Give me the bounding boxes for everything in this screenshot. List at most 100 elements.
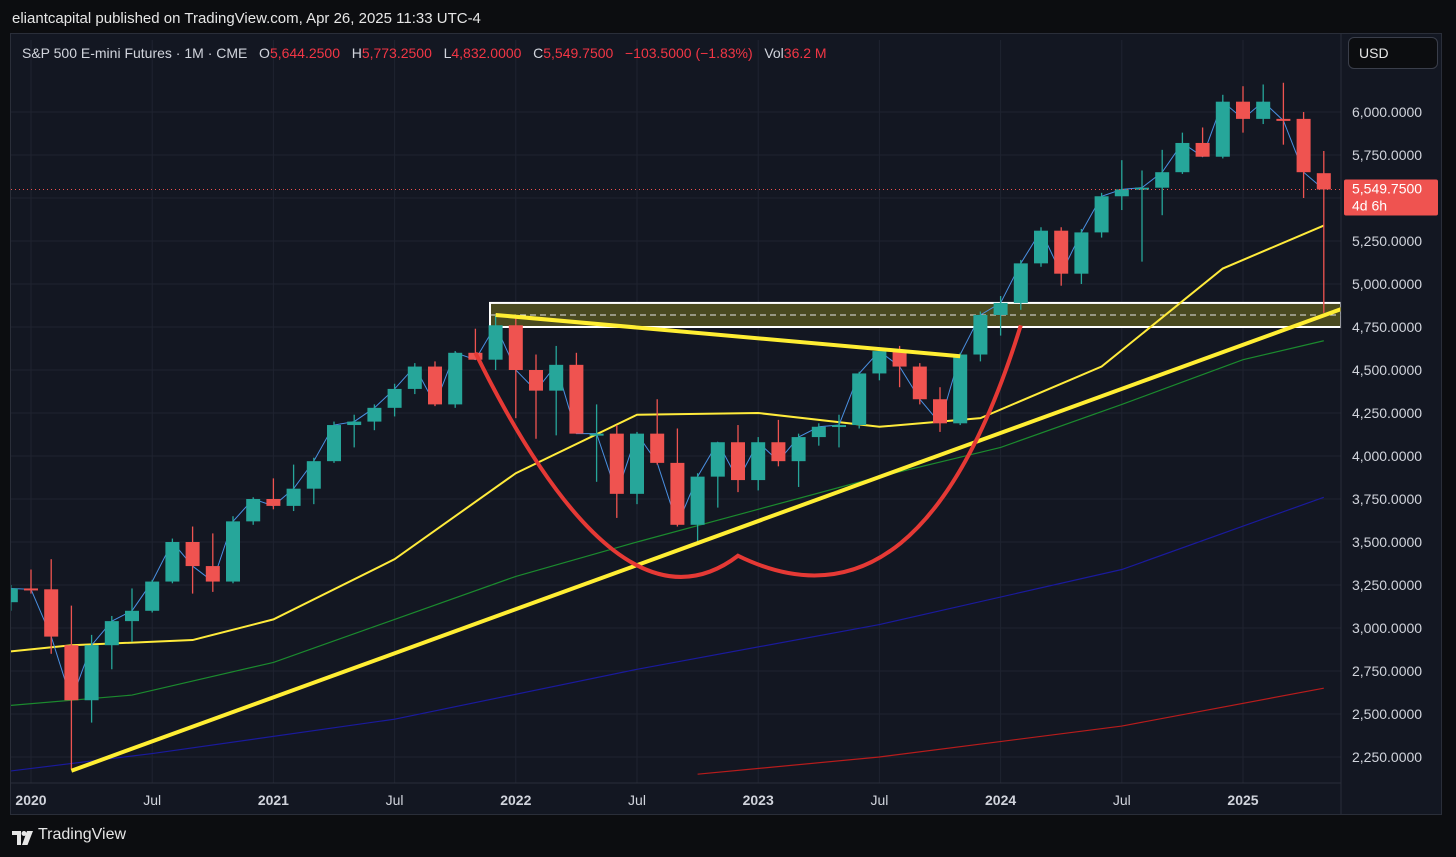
falling-trendline xyxy=(495,312,961,359)
currency-button[interactable]: USD xyxy=(1348,37,1438,69)
candle-body xyxy=(1215,101,1230,157)
candle-body xyxy=(1135,187,1149,190)
candle-body xyxy=(407,366,422,389)
publish-info-text: eliantcapital published on TradingView.c… xyxy=(12,10,481,27)
high-value: 5,773.2500 xyxy=(361,45,432,61)
candle-body xyxy=(1013,263,1028,303)
candle-body xyxy=(286,488,301,506)
candle-body xyxy=(246,499,261,522)
last-price-badge-value: 5,549.7500 xyxy=(1352,180,1422,196)
candle-body xyxy=(44,589,59,637)
candle-body xyxy=(185,542,200,567)
time-tick-label: Jul xyxy=(386,792,404,808)
candle-body xyxy=(205,566,220,582)
candle-body xyxy=(832,425,846,428)
cup-arc xyxy=(473,324,1023,579)
moving-average-red xyxy=(697,687,1324,775)
candle-body xyxy=(953,354,968,424)
candle-body xyxy=(670,462,685,525)
candle-body xyxy=(690,476,705,525)
time-tick-label: 2021 xyxy=(258,792,289,808)
candle-body xyxy=(892,351,907,367)
volume-label: Vol xyxy=(764,45,784,61)
candle-body xyxy=(811,426,826,438)
price-tick-label: 2,250.0000 xyxy=(1352,749,1422,765)
time-tick-label: 2020 xyxy=(15,792,46,808)
candle-body xyxy=(1276,118,1291,121)
candle-body xyxy=(731,442,745,481)
open-label: O xyxy=(259,45,270,61)
symbol-name[interactable]: S&P 500 E-mini Futures · 1M · CME xyxy=(22,45,248,61)
candle-body xyxy=(1296,118,1311,173)
candle-body xyxy=(327,425,341,462)
price-tick-label: 6,000.0000 xyxy=(1352,104,1422,120)
candle-body xyxy=(589,433,604,436)
candle-body xyxy=(387,388,402,408)
candle-body xyxy=(1094,196,1109,233)
low-value: 4,832.0000 xyxy=(451,45,522,61)
candle-body xyxy=(973,314,988,355)
tradingview-brand-text[interactable]: TradingView xyxy=(38,826,127,843)
price-tick-label: 4,750.0000 xyxy=(1352,319,1422,335)
price-tick-label: 3,000.0000 xyxy=(1352,620,1422,636)
candle-body xyxy=(347,421,362,426)
last-price-badge-countdown: 4d 6h xyxy=(1352,197,1387,213)
chart-frame[interactable] xyxy=(10,33,1442,815)
close-label: C xyxy=(533,45,544,61)
last-price-badge xyxy=(1344,179,1438,216)
candle-body xyxy=(650,433,665,463)
candle-body xyxy=(751,442,766,481)
candle-body xyxy=(428,366,442,405)
candle-body xyxy=(609,433,624,494)
time-tick-label: 2023 xyxy=(743,792,774,808)
candle-body xyxy=(266,499,281,506)
time-tick-label: 2024 xyxy=(985,792,1016,808)
candle-body xyxy=(872,351,887,374)
candle-body xyxy=(1316,173,1331,190)
footer-bar xyxy=(0,815,1456,857)
candle-body xyxy=(1256,101,1271,119)
candle-body xyxy=(508,325,523,370)
price-tick-label: 5,750.0000 xyxy=(1352,147,1422,163)
high-label: H xyxy=(351,45,362,61)
candle-body xyxy=(367,407,382,422)
volume-value: 36.2 M xyxy=(783,45,827,61)
candle-body xyxy=(771,442,786,462)
tradingview-logo-icon[interactable] xyxy=(12,830,34,846)
candle-body xyxy=(1155,172,1170,188)
candle-body xyxy=(24,588,38,591)
candle-body xyxy=(549,364,564,391)
time-tick-label: 2025 xyxy=(1227,792,1258,808)
price-tick-label: 2,500.0000 xyxy=(1352,706,1422,722)
low-label: L xyxy=(443,45,452,61)
candle-body xyxy=(125,610,139,622)
time-tick-label: Jul xyxy=(628,792,646,808)
change-value: −103.5000 (−1.83%) xyxy=(624,45,753,61)
candle-body xyxy=(11,588,18,603)
moving-average-blue xyxy=(11,496,1325,772)
candle-body xyxy=(569,364,584,434)
price-tick-label: 4,000.0000 xyxy=(1352,448,1422,464)
candle-body xyxy=(1034,230,1048,264)
candle-body xyxy=(306,461,321,489)
candle-body xyxy=(1074,232,1089,274)
candle-body xyxy=(226,521,240,582)
plot-area xyxy=(11,82,1341,775)
candle-body xyxy=(165,542,180,582)
price-tick-label: 3,750.0000 xyxy=(1352,491,1422,507)
candle-body xyxy=(1236,101,1250,119)
candle-body xyxy=(84,645,99,701)
time-tick-label: Jul xyxy=(143,792,161,808)
price-tick-label: 4,500.0000 xyxy=(1352,362,1422,378)
candle-body xyxy=(1114,189,1129,197)
price-tick-label: 3,500.0000 xyxy=(1352,534,1422,550)
candle-body xyxy=(710,442,725,477)
moving-average-yellow xyxy=(11,224,1325,653)
candle-body xyxy=(448,352,463,405)
price-tick-label: 5,000.0000 xyxy=(1352,276,1422,292)
candle-body xyxy=(64,645,79,701)
candle-body xyxy=(104,621,119,646)
price-tick-label: 5,250.0000 xyxy=(1352,233,1422,249)
candle-body xyxy=(791,437,806,462)
